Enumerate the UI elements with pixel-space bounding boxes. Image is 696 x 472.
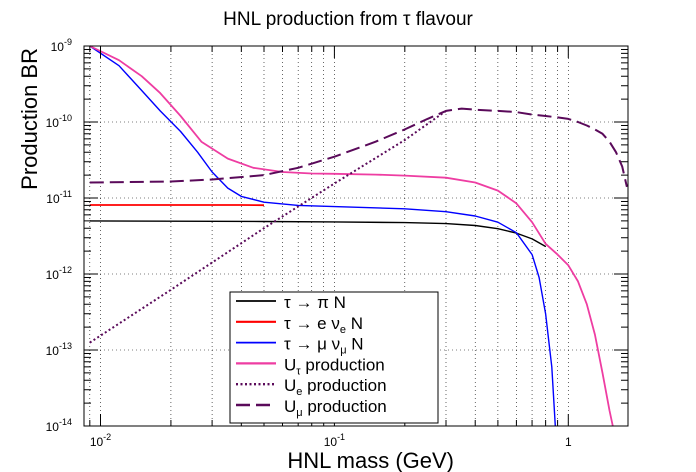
chart-title: HNL production from τ flavour [223,9,473,30]
x-tick-label: 10-1 [324,432,345,449]
legend-label-0: τ → π N [284,293,346,312]
series-line-4 [89,110,447,344]
x-tick-label: 10-2 [90,432,111,449]
series-line-2 [89,45,556,427]
y-tick-label: 10-9 [51,37,72,54]
y-axis-label: Production BR [17,48,42,190]
legend-label-4: Ue production [284,376,387,398]
plot-frame [83,45,629,427]
series-line-3 [89,45,614,427]
series-line-5 [89,107,628,188]
legend-label-2: τ → μ νμ N [284,335,364,357]
axis-ticks [84,45,628,427]
legend: τ → π N τ → e νe Nτ → μ νμ NUτ production… [229,291,439,424]
legend-label-5: Uμ production [284,397,387,419]
x-tick-label: 1 [565,435,572,449]
legend-label-1: τ → e νe N [284,314,363,336]
y-tick-label: 10-10 [46,113,72,130]
plot-lines [89,45,628,427]
x-axis-label: HNL mass (GeV) [287,448,454,472]
y-tick-label: 10-14 [46,417,72,434]
series-line-0 [89,220,546,248]
y-tick-label: 10-11 [46,189,72,206]
legend-box [229,291,439,424]
legend-label-3: Uτ production [284,355,385,377]
y-tick-label: 10-12 [46,265,72,282]
y-tick-label: 10-13 [46,341,72,358]
